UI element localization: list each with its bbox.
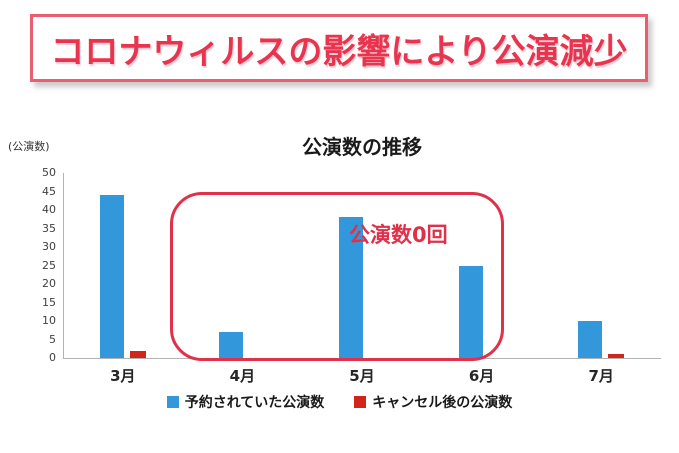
bar-reserved — [339, 217, 363, 358]
chart-title: 公演数の推移 — [302, 135, 422, 159]
bar-reserved — [219, 332, 244, 358]
y-tick-label: 45 — [42, 184, 56, 198]
x-category-label: 6月 — [468, 367, 495, 385]
y-tick-label: 35 — [42, 221, 56, 235]
y-tick-label: 30 — [42, 240, 56, 253]
legend-swatch-icon — [166, 396, 179, 408]
bar-cancelled — [129, 350, 146, 358]
legend-swatch-icon — [354, 396, 367, 408]
y-axis-unit-label: (公演数) — [8, 140, 50, 153]
y-tick-label: 40 — [42, 203, 56, 216]
y-tick-label: 10 — [42, 314, 56, 327]
legend-label: キャンセル後の公演数 — [372, 395, 513, 411]
legend: 予約されていた公演数 キャンセル後の公演数 — [0, 392, 679, 412]
x-category-label: 3月 — [110, 367, 136, 385]
annotation-box: 公演数0回 — [170, 192, 504, 361]
legend-label: 予約されていた公演数 — [184, 395, 325, 411]
y-tick-label: 50 — [42, 166, 56, 179]
y-tick-label: 0 — [49, 351, 56, 364]
bar-reserved — [578, 321, 603, 358]
x-category-label: 4月 — [229, 367, 256, 385]
y-axis-line — [63, 173, 64, 358]
y-tick-label: 15 — [42, 295, 56, 309]
x-category-label: 7月 — [588, 367, 614, 385]
legend-item-reserved: 予約されていた公演数 — [166, 392, 325, 412]
y-tick-label: 25 — [42, 258, 56, 272]
y-tick-label: 5 — [49, 332, 56, 346]
bar-cancelled — [608, 354, 625, 358]
x-category-label: 5月 — [349, 367, 375, 385]
bar-reserved — [99, 195, 124, 358]
y-tick-label: 20 — [42, 277, 56, 290]
legend-item-cancelled: キャンセル後の公演数 — [354, 392, 512, 412]
banner-text: コロナウィルスの影響により公演減少 — [50, 31, 628, 72]
annotation-label: 公演数0回 — [349, 223, 448, 247]
title-banner: コロナウィルスの影響により公演減少 — [30, 14, 648, 82]
